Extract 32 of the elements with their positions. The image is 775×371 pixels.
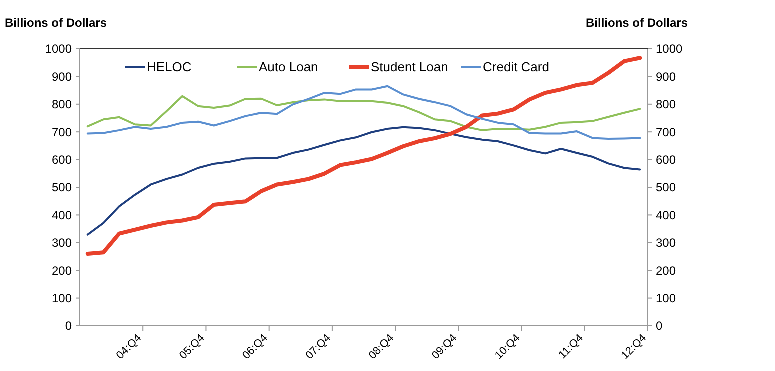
y2-tick-label: 900 xyxy=(656,70,676,84)
legend-label: HELOC xyxy=(147,60,192,75)
line-series xyxy=(86,126,642,236)
line-series xyxy=(86,95,642,132)
line-series xyxy=(86,56,642,256)
y-tick-label: 200 xyxy=(52,264,72,278)
legend-label: Student Loan xyxy=(371,60,448,75)
y2-axis-title: Billions of Dollars xyxy=(586,16,688,30)
y2-tick-label: 300 xyxy=(656,236,676,250)
y2-tick-label: 800 xyxy=(656,98,676,112)
y2-tick-label: 0 xyxy=(656,319,663,334)
y-axis-title: Billions of Dollars xyxy=(5,16,108,30)
y2-tick-label: 400 xyxy=(656,208,676,222)
line-series xyxy=(86,85,642,140)
y2-tick-label: 1000 xyxy=(656,42,684,56)
y-tick-label: 100 xyxy=(52,292,72,306)
y-tick-label: 300 xyxy=(52,236,72,250)
y-tick-label: 500 xyxy=(52,180,72,195)
y-tick-label: 700 xyxy=(52,125,72,140)
y-tick-label: 600 xyxy=(52,153,72,167)
legend-label: Auto Loan xyxy=(259,60,318,75)
y2-tick-label: 600 xyxy=(656,153,676,167)
y-tick-label: 800 xyxy=(52,98,72,112)
y2-tick-label: 100 xyxy=(656,292,676,306)
y-tick-label: 0 xyxy=(65,319,72,334)
y2-tick-label: 500 xyxy=(656,180,676,195)
y-tick-label: 400 xyxy=(52,208,72,222)
y2-tick-label: 700 xyxy=(656,125,676,140)
y2-tick-label: 200 xyxy=(656,264,676,278)
y-tick-label: 1000 xyxy=(45,42,72,56)
y-tick-label: 900 xyxy=(52,70,72,84)
legend-label: Credit Card xyxy=(483,60,550,75)
